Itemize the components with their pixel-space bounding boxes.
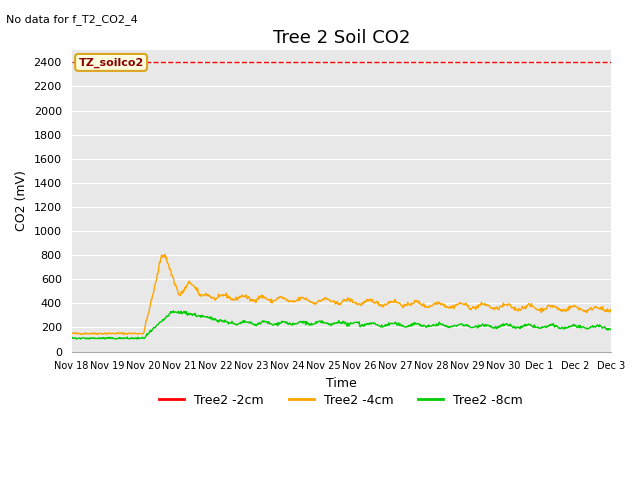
Text: TZ_soilco2: TZ_soilco2 xyxy=(79,57,144,68)
Title: Tree 2 Soil CO2: Tree 2 Soil CO2 xyxy=(273,29,410,48)
Y-axis label: CO2 (mV): CO2 (mV) xyxy=(15,170,28,231)
X-axis label: Time: Time xyxy=(326,377,356,390)
Legend: Tree2 -2cm, Tree2 -4cm, Tree2 -8cm: Tree2 -2cm, Tree2 -4cm, Tree2 -8cm xyxy=(154,388,528,411)
Text: No data for f_T2_CO2_4: No data for f_T2_CO2_4 xyxy=(6,14,138,25)
